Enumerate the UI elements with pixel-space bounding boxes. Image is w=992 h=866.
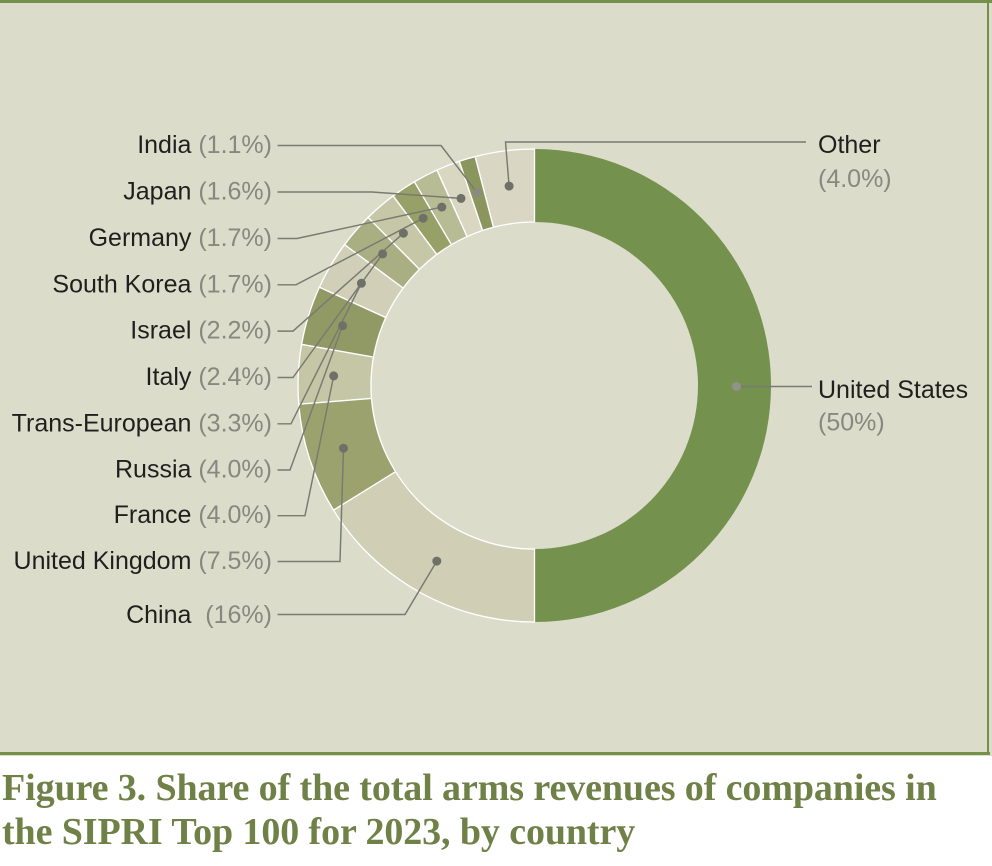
- svg-text:Italy (2.4%): Italy (2.4%): [146, 363, 272, 391]
- svg-text:Israel (2.2%): Israel (2.2%): [130, 317, 272, 345]
- svg-text:Trans-European (3.3%): Trans-European (3.3%): [12, 409, 272, 437]
- svg-text:South Korea (1.7%): South Korea (1.7%): [52, 270, 272, 298]
- svg-text:Other: Other: [818, 131, 881, 159]
- svg-text:(4.0%): (4.0%): [818, 165, 892, 193]
- svg-text:United Kingdom (7.5%): United Kingdom (7.5%): [14, 547, 272, 575]
- svg-text:Russia (4.0%): Russia (4.0%): [115, 456, 272, 484]
- svg-text:Japan (1.6%): Japan (1.6%): [123, 178, 272, 206]
- svg-text:United States: United States: [818, 376, 968, 404]
- svg-text:China (16%): China (16%): [126, 601, 272, 629]
- svg-text:(50%): (50%): [818, 409, 885, 437]
- svg-text:Germany (1.7%): Germany (1.7%): [89, 224, 272, 252]
- svg-text:France (4.0%): France (4.0%): [114, 501, 272, 529]
- svg-text:India (1.1%): India (1.1%): [137, 131, 272, 159]
